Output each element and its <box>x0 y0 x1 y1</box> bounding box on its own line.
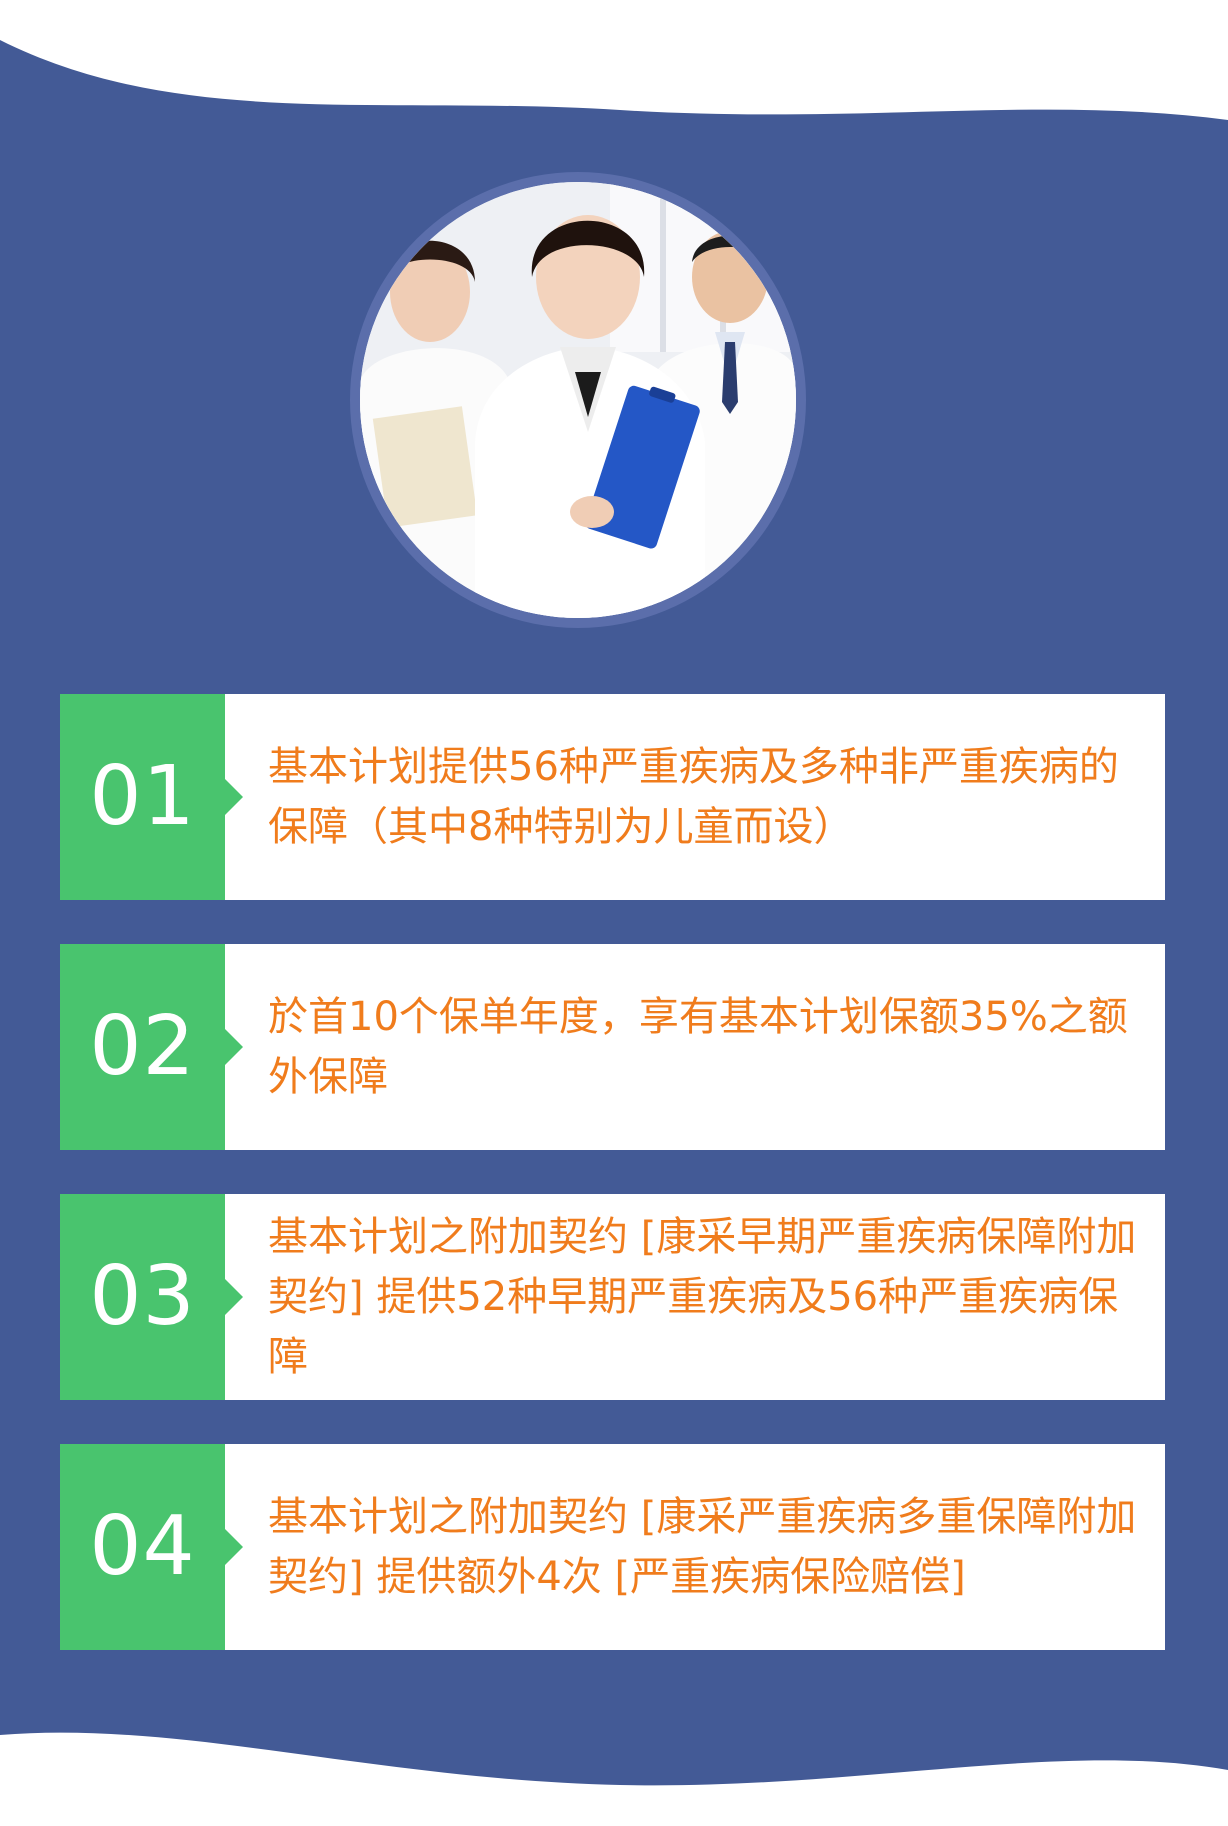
feature-arrow <box>225 1529 243 1565</box>
feature-card-2: 02 於首10个保单年度，享有基本计划保额35%之额外保障 <box>60 944 1165 1150</box>
feature-text-content: 基本计划之附加契约 [康采早期严重疾病保障附加契约] 提供52种早期严重疾病及5… <box>268 1214 1137 1380</box>
feature-text-content: 於首10个保单年度，享有基本计划保额35%之额外保障 <box>268 994 1128 1100</box>
feature-card-3: 03 基本计划之附加契约 [康采早期严重疾病保障附加契约] 提供52种早期严重疾… <box>60 1194 1165 1400</box>
feature-number-box <box>60 944 225 1150</box>
feature-card-1: 01 基本计划提供56种严重疾病及多种非严重疾病的保障（其中8种特别为儿童而设） <box>60 694 1165 900</box>
feature-number: 03 <box>89 1249 196 1344</box>
feature-arrow <box>225 1279 243 1315</box>
feature-text: 基本计划之附加契约 [康采严重疾病多重保障附加契约] 提供额外4次 [严重疾病保… <box>268 1444 1145 1650</box>
doctors-illustration <box>360 182 796 618</box>
feature-number: 01 <box>89 749 196 844</box>
feature-card-4: 04 基本计划之附加契约 [康采严重疾病多重保障附加契约] 提供额外4次 [严重… <box>60 1444 1165 1650</box>
feature-text-content: 基本计划之附加契约 [康采严重疾病多重保障附加契约] 提供额外4次 [严重疾病保… <box>268 1494 1137 1600</box>
doctors-photo-image <box>360 182 796 618</box>
feature-number-box <box>60 694 225 900</box>
feature-text: 基本计划提供56种严重疾病及多种非严重疾病的保障（其中8种特别为儿童而设） <box>268 694 1145 900</box>
feature-text: 基本计划之附加契约 [康采早期严重疾病保障附加契约] 提供52种早期严重疾病及5… <box>268 1194 1145 1400</box>
doctors-photo <box>350 172 806 628</box>
feature-number-box <box>60 1194 225 1400</box>
feature-arrow <box>225 1029 243 1065</box>
feature-text: 於首10个保单年度，享有基本计划保额35%之额外保障 <box>268 944 1145 1150</box>
feature-number: 02 <box>89 999 196 1094</box>
feature-arrow <box>225 779 243 815</box>
feature-number: 04 <box>89 1499 196 1594</box>
feature-number-box <box>60 1444 225 1650</box>
feature-text-content: 基本计划提供56种严重疾病及多种非严重疾病的保障（其中8种特别为儿童而设） <box>268 744 1119 850</box>
